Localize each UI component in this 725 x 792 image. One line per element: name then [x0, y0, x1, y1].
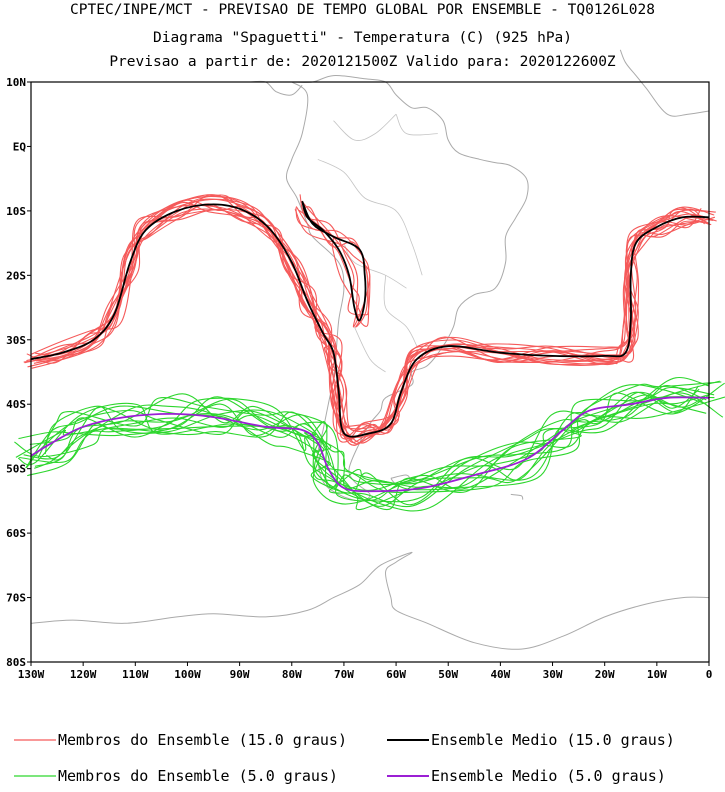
x-tick-label: 120W: [70, 668, 97, 681]
country-border: [354, 326, 386, 373]
x-tick-label: 40W: [490, 668, 510, 681]
ensemble-member-line: [37, 198, 714, 439]
ensemble-member-line: [15, 392, 724, 489]
ensemble-mean-line: [301, 200, 367, 322]
y-tick-label: 70S: [6, 592, 26, 605]
title-line-2: Diagrama "Spaguetti" - Temperatura (C) (…: [152, 30, 573, 46]
x-tick-label: 10W: [647, 668, 667, 681]
ensemble-member-line: [23, 198, 712, 438]
coastline: [285, 75, 529, 502]
ensemble-member-line: [25, 381, 722, 494]
x-tick-label: 80W: [282, 668, 302, 681]
legend-label: Membros do Ensemble (5.0 graus): [58, 767, 338, 785]
ensemble-member-line: [30, 204, 709, 443]
x-tick-label: 30W: [543, 668, 563, 681]
y-tick-label: 80S: [6, 656, 26, 669]
legend-label: Ensemble Medio (15.0 graus): [431, 731, 675, 749]
x-axis: 130W 120W 110W 100W 90W 80W 70W 60W 50W 40W 30W 20W…: [18, 662, 713, 681]
y-tick-label: 40S: [6, 398, 26, 411]
coastline: [510, 493, 524, 500]
y-axis: 10N EQ 10S 20S 30S 40S 50S 60S 70S 80S: [6, 76, 31, 669]
coastline: [30, 551, 710, 650]
legend-label: Ensemble Medio (5.0 graus): [431, 767, 666, 785]
ensemble-mean-layer: [30, 200, 710, 493]
map-frame: [30, 81, 710, 663]
coastline: [619, 49, 710, 117]
country-border: [333, 113, 397, 141]
plot-frame: [30, 81, 710, 663]
coastline: [249, 80, 303, 96]
ensemble-member-line: [17, 396, 715, 511]
y-tick-label: 50S: [6, 463, 26, 476]
title-line-1: CPTEC/INPE/MCT - PREVISAO DE TEMPO GLOBA…: [70, 2, 655, 18]
x-tick-label: 130W: [18, 668, 45, 681]
ensemble-member-line: [27, 201, 716, 432]
ensemble-member-line: [26, 382, 725, 505]
ensemble-member-line: [294, 206, 371, 328]
ensemble-mean-line: [30, 396, 710, 493]
ensemble-member-line: [44, 396, 725, 507]
ensemble-member-line: [26, 195, 702, 432]
ensemble-member-line: [19, 388, 700, 491]
ensemble-mean-line: [30, 203, 710, 438]
coastline-layer: [30, 49, 710, 650]
x-tick-label: 90W: [230, 668, 250, 681]
ensemble-member-line: [295, 194, 371, 316]
y-tick-label: 10S: [6, 205, 26, 218]
title-line-3: Previsao a partir de: 2020121500Z Valido…: [109, 54, 616, 70]
ensemble-member-line: [23, 391, 706, 503]
y-tick-label: 10N: [6, 76, 26, 89]
ensemble-member-line: [34, 194, 715, 440]
x-tick-label: 100W: [174, 668, 201, 681]
country-border: [383, 275, 418, 347]
x-tick-label: 50W: [438, 668, 458, 681]
x-tick-label: 60W: [386, 668, 406, 681]
ensemble-members-layer: [14, 194, 725, 512]
x-tick-label: 70W: [334, 668, 354, 681]
legend: Membros do Ensemble (15.0 graus) Ensemble…: [14, 731, 675, 785]
country-border: [317, 158, 423, 276]
y-tick-label: EQ: [13, 140, 27, 153]
ensemble-member-line: [26, 194, 716, 430]
ensemble-member-line: [34, 393, 707, 491]
coastline: [390, 474, 411, 485]
x-tick-label: 110W: [122, 668, 149, 681]
y-tick-label: 30S: [6, 334, 26, 347]
country-border: [395, 114, 438, 136]
x-tick-label: 0: [706, 668, 713, 681]
legend-label: Membros do Ensemble (15.0 graus): [58, 731, 347, 749]
ensemble-member-line: [24, 208, 704, 446]
y-tick-label: 20S: [6, 269, 26, 282]
y-tick-label: 60S: [6, 527, 26, 540]
x-tick-label: 20W: [595, 668, 615, 681]
